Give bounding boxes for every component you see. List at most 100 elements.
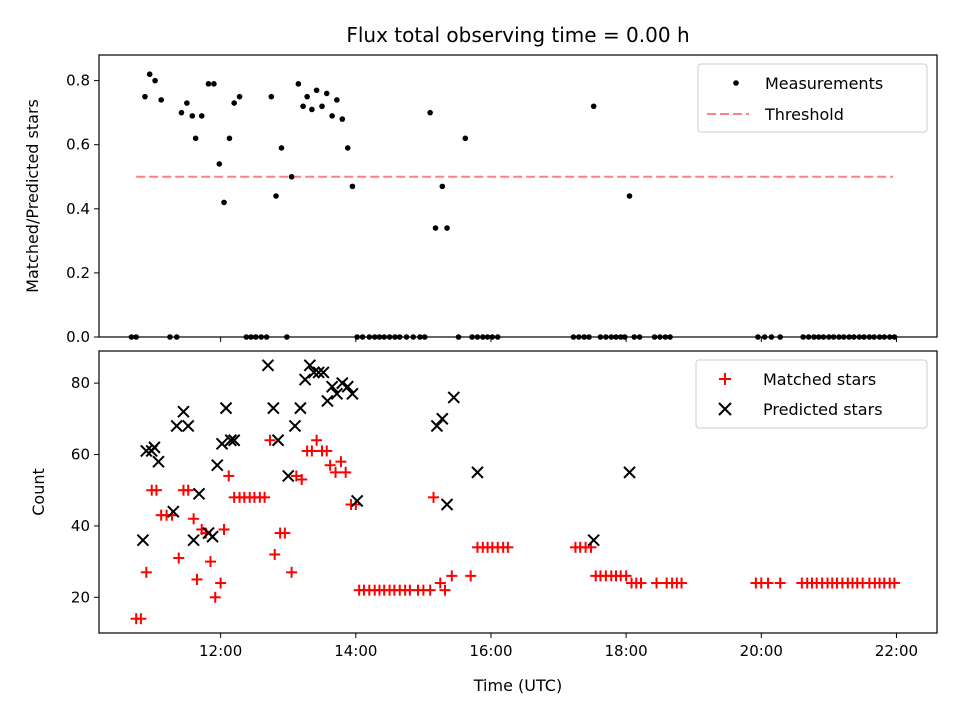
predicted-star-point (267, 401, 280, 415)
predicted-star-point (219, 401, 233, 415)
measurement-point (288, 173, 295, 180)
matched-star-point (306, 445, 318, 457)
matched-star-point (340, 466, 352, 478)
measurement-point (236, 93, 243, 100)
measurement-point (146, 71, 153, 78)
matched-star-point (321, 445, 333, 457)
matched-star-point (150, 484, 162, 496)
predicted-star-point (436, 412, 449, 426)
matched-star-point (330, 466, 342, 478)
matched-star-point (888, 577, 900, 589)
legend-predicted-label: Predicted stars (763, 400, 883, 419)
predicted-star-point (181, 419, 195, 433)
matched-star-point (140, 566, 152, 578)
predicted-star-point (288, 419, 302, 433)
top-y-ticks: 0.0 0.2 0.4 0.6 0.8 (66, 72, 99, 346)
predicted-star-point (215, 437, 229, 451)
measurement-point (349, 183, 356, 190)
xtick-label: 22:00 (875, 642, 918, 660)
measurement-point (626, 193, 633, 199)
predicted-star-point (307, 366, 321, 379)
measurement-point (344, 145, 351, 151)
predicted-stars-points (136, 359, 636, 547)
top-ytick-label: 0.8 (66, 72, 90, 90)
bottom-legend-box (695, 359, 928, 429)
top-panel: 0.00.20.40.60.8 Matched/Predicted stars … (23, 54, 938, 346)
chart-title: Flux total observing time = 0.00 h (346, 23, 689, 47)
predicted-star-point (136, 533, 150, 547)
matched-star-point (191, 573, 203, 585)
measurement-point (329, 113, 335, 119)
measurement-point (432, 225, 439, 231)
predicted-star-point (623, 466, 636, 479)
measurement-point (295, 81, 302, 87)
bottom-axes-frame (98, 350, 938, 634)
matched-star-point (434, 577, 446, 589)
predicted-star-point (187, 533, 200, 547)
legend-measurements-marker (733, 80, 739, 86)
matched-star-point (173, 552, 185, 564)
top-legend-box (697, 63, 928, 133)
matched-star-point (205, 556, 217, 568)
predicted-star-point (346, 387, 359, 401)
matched-star-point (446, 570, 458, 582)
matched-star-point (135, 613, 147, 625)
matched-star-point (215, 577, 227, 589)
xtick-label: 20:00 (740, 642, 783, 660)
predicted-star-point (227, 434, 241, 447)
measurement-point (439, 183, 446, 190)
predicted-star-point (170, 419, 183, 433)
matched-star-point (218, 523, 230, 535)
measurement-point (268, 93, 275, 100)
top-y-axis-label: Matched/Predicted stars (23, 99, 42, 293)
top-x-ticks (220, 337, 897, 342)
measurement-point (427, 109, 433, 116)
predicted-star-point (350, 494, 364, 508)
predicted-star-point (447, 391, 461, 404)
matched-star-point (286, 566, 298, 578)
bottom-ytick-label: 40 (71, 517, 90, 535)
xtick-label: 14:00 (334, 642, 377, 660)
top-ytick-label: 0.4 (66, 200, 90, 218)
predicted-star-point (206, 530, 219, 543)
predicted-star-point (325, 380, 339, 393)
predicted-star-point (261, 359, 275, 372)
predicted-star-point (321, 394, 334, 408)
measurement-point (309, 106, 315, 113)
predicted-star-point (587, 533, 600, 547)
predicted-star-point (282, 469, 295, 483)
matched-star-point (439, 584, 451, 596)
matched-star-point (188, 513, 200, 525)
measurement-point (300, 103, 306, 110)
x-axis-label: Time (UTC) (473, 676, 562, 695)
matched-star-point (762, 577, 774, 589)
matched-star-point (424, 584, 436, 596)
measurement-point (221, 199, 227, 206)
bottom-x-ticks: 12:00 14:00 16:00 18:00 20:00 22:00 (199, 633, 918, 660)
matched-stars-points (130, 434, 900, 625)
measurement-point (198, 113, 205, 119)
predicted-star-point (330, 387, 344, 401)
predicted-star-point (317, 366, 330, 379)
xtick-label: 12:00 (199, 642, 242, 660)
predicted-star-point (430, 419, 444, 433)
measurement-point (339, 116, 346, 122)
matched-star-point (428, 491, 440, 503)
legend-matched-label: Matched stars (763, 370, 876, 389)
predicted-star-point (294, 401, 307, 415)
matched-star-point (324, 459, 336, 471)
xtick-label: 18:00 (605, 642, 648, 660)
predicted-star-point (167, 505, 180, 518)
top-ytick-label: 0.0 (66, 328, 90, 346)
measurement-point (178, 109, 185, 116)
legend-measurements-label: Measurements (765, 74, 883, 93)
matched-star-point (223, 470, 235, 482)
predicted-star-point (224, 434, 237, 447)
measurements-points (128, 71, 898, 340)
measurement-point (205, 81, 212, 87)
top-axes-frame (98, 54, 938, 338)
predicted-star-point (312, 366, 325, 379)
measurement-point (142, 93, 148, 100)
